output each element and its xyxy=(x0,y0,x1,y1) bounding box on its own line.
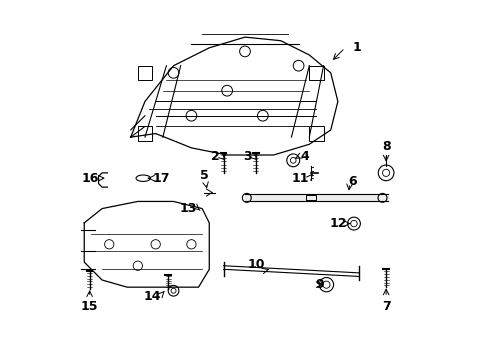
Text: 6: 6 xyxy=(348,175,357,188)
Text: 8: 8 xyxy=(382,140,391,153)
Text: 2: 2 xyxy=(211,150,220,163)
Text: 4: 4 xyxy=(300,150,309,163)
Text: 13: 13 xyxy=(179,202,197,215)
Bar xyxy=(138,66,152,80)
Text: 3: 3 xyxy=(244,150,252,163)
Bar xyxy=(306,195,317,201)
Bar xyxy=(138,126,152,141)
Text: 11: 11 xyxy=(292,172,309,185)
Text: 5: 5 xyxy=(199,169,208,182)
Bar xyxy=(309,126,323,141)
Text: 14: 14 xyxy=(144,289,161,303)
Text: 7: 7 xyxy=(382,300,391,313)
Text: 10: 10 xyxy=(247,258,265,271)
Bar xyxy=(309,66,323,80)
Text: 1: 1 xyxy=(352,41,361,54)
Text: 16: 16 xyxy=(81,172,98,185)
Text: 9: 9 xyxy=(315,278,323,291)
Text: 15: 15 xyxy=(81,300,98,313)
Text: 12: 12 xyxy=(329,217,347,230)
Text: 17: 17 xyxy=(152,172,170,185)
